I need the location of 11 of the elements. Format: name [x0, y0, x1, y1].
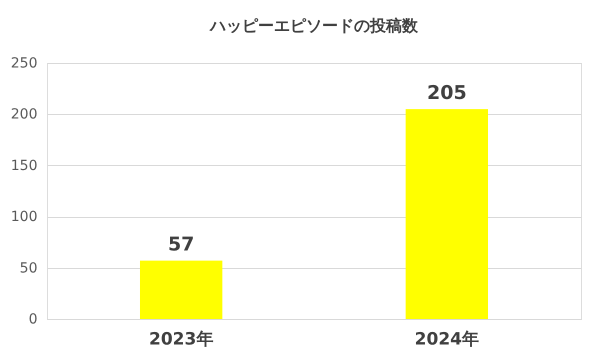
- x-tick-label: 2024年: [414, 330, 479, 350]
- y-tick-label: 50: [20, 260, 38, 276]
- y-tick-label: 200: [10, 106, 38, 123]
- y-tick-label: 0: [28, 312, 38, 328]
- y-tick-label: 250: [10, 56, 38, 72]
- data-label: 205: [427, 82, 467, 104]
- data-label: 57: [168, 234, 194, 256]
- chart-title: ハッピーエピソードの投稿数: [209, 16, 419, 35]
- y-tick-label: 100: [10, 209, 38, 226]
- x-tick-label: 2023年: [149, 330, 214, 350]
- y-tick-label: 150: [10, 158, 38, 174]
